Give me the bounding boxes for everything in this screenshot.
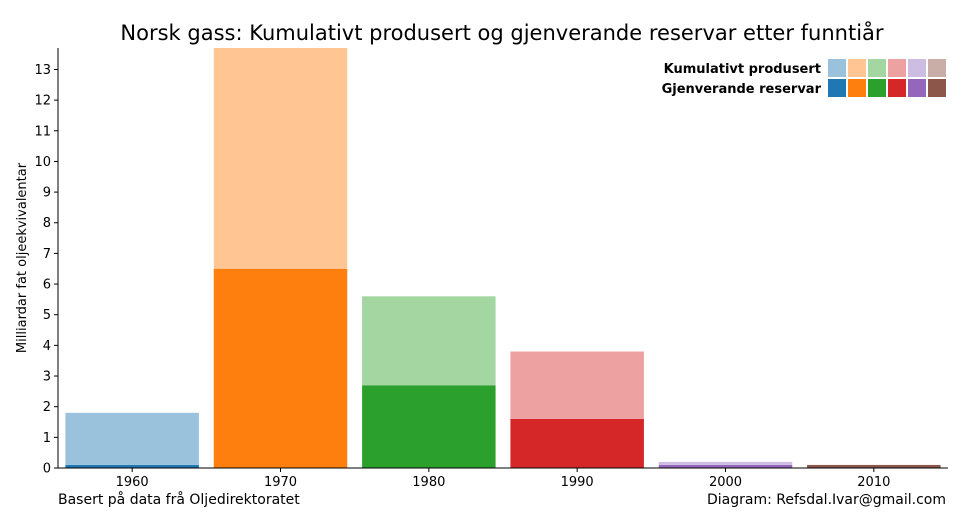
legend-swatch [928,59,946,77]
bar-reserves-2010 [807,464,941,468]
legend-label: Gjenverande reservar [662,82,822,97]
legend-swatch [908,79,926,97]
chart-title: Norsk gass: Kumulativt produsert og gjen… [120,20,884,45]
y-tick-label: 4 [43,339,51,354]
bar-produced-2000 [658,461,793,465]
y-tick-label: 3 [43,370,51,385]
legend-swatch [888,59,906,77]
y-tick-label: 10 [34,155,51,170]
y-tick-label: 12 [34,94,51,109]
footer-credit: Diagram: Refsdal.Ivar@gmail.com [707,492,946,508]
bar-reserves-1990 [510,418,644,468]
y-tick-label: 0 [43,462,51,477]
bar-produced-1980 [362,296,496,386]
x-tick-label: 1980 [412,475,445,490]
y-tick-label: 6 [43,278,51,293]
y-tick-label: 13 [34,63,51,78]
x-tick-label: 1970 [264,475,297,490]
bar-reserves-1980 [362,385,496,468]
bar-produced-1960 [65,412,199,465]
legend: Kumulativt produsert Gjenverande reservar [662,59,946,97]
y-tick-label: 2 [43,400,51,415]
axes [57,48,948,469]
y-tick-label: 9 [43,186,51,201]
legend-swatch [908,59,926,77]
y-tick-label: 11 [34,124,51,139]
bar-produced-1990 [510,351,644,419]
bar-reserves-2000 [658,464,793,468]
legend-swatch [828,59,846,77]
bar-reserves-1970 [213,268,348,468]
footer-source: Basert på data frå Oljedirektoratet [58,491,300,508]
bar-produced-1970 [213,48,348,269]
x-ticks: 1960 1970 1980 1990 2000 2010 [116,468,890,490]
legend-swatch [848,79,866,97]
y-axis-label: Milliardar fat oljeekvivalentar [15,162,30,353]
legend-label: Kumulativt produsert [664,62,821,77]
y-tick-label: 1 [43,431,51,446]
legend-swatch [868,59,886,77]
legend-swatch [828,79,846,97]
x-tick-label: 2010 [857,475,890,490]
bars [65,48,941,468]
x-tick-label: 1990 [561,475,594,490]
y-tick-label: 8 [43,216,51,231]
legend-swatch [928,79,946,97]
y-tick-label: 7 [43,247,51,262]
legend-swatch [848,59,866,77]
legend-swatch [888,79,906,97]
legend-swatch [868,79,886,97]
y-tick-label: 5 [43,308,51,323]
x-tick-label: 1960 [116,475,149,490]
bar-reserves-1960 [65,464,199,468]
x-tick-label: 2000 [709,475,742,490]
